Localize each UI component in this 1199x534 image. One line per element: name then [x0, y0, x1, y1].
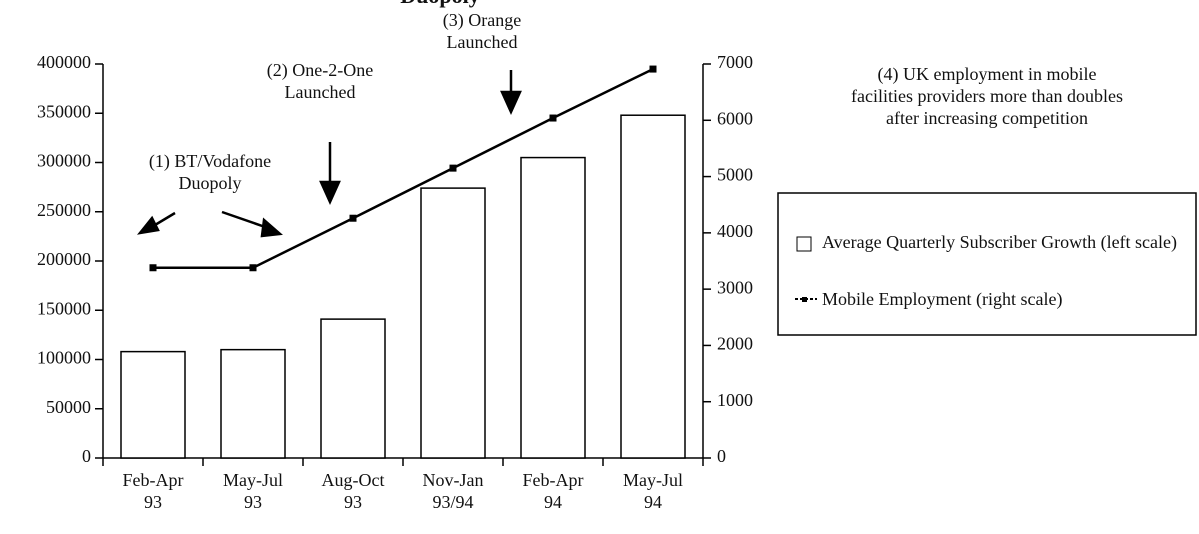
marker: [149, 264, 157, 272]
annotation: facilities providers more than doubles: [851, 86, 1123, 106]
annotation: (4) UK employment in mobile: [878, 64, 1097, 85]
y-tick-label: 400000: [37, 52, 91, 72]
x-tick-label: Feb-Apr: [523, 470, 584, 490]
annotation: Launched: [447, 32, 518, 52]
x-tick-label: 93: [144, 492, 162, 512]
legend-swatch-marker: [802, 297, 807, 302]
y2-tick-label: 5000: [717, 165, 753, 185]
y-tick-label: 250000: [37, 200, 91, 220]
y-tick-label: 200000: [37, 249, 91, 269]
y-tick-label: 150000: [37, 298, 91, 318]
x-tick-label: Feb-Apr: [123, 470, 184, 490]
x-tick-label: 94: [544, 492, 562, 512]
y2-tick-label: 2000: [717, 334, 753, 354]
marker: [349, 214, 357, 222]
y-tick-label: 350000: [37, 101, 91, 121]
bar: [220, 348, 286, 459]
y-tick-label: 100000: [37, 348, 91, 368]
y-tick-label: 0: [82, 446, 91, 466]
y2-tick-label: 1000: [717, 390, 753, 410]
y-tick-label: 300000: [37, 151, 91, 171]
x-tick-label: Nov-Jan: [423, 470, 484, 490]
annotation: (2) One-2-One: [267, 60, 373, 81]
y2-tick-label: 4000: [717, 221, 753, 241]
x-tick-label: May-Jul: [223, 470, 283, 490]
marker: [549, 114, 557, 122]
y2-tick-label: 0: [717, 446, 726, 466]
annotation: Duopoly: [179, 173, 242, 193]
legend-swatch-bar: [796, 236, 812, 252]
bar: [520, 156, 586, 459]
y-tick-label: 50000: [46, 397, 91, 417]
arrows: [136, 70, 522, 238]
line: [153, 67, 654, 270]
legend-box: [777, 192, 1197, 336]
y2-tick-label: 6000: [717, 108, 753, 128]
chart-title: Duopoly: [400, 0, 479, 8]
annotation: after increasing competition: [886, 108, 1088, 128]
bar: [320, 318, 386, 459]
legend-entry: Average Quarterly Subscriber Growth (lef…: [822, 232, 1178, 252]
x-tick-label: 93: [244, 492, 262, 512]
x-tick-label: 94: [644, 492, 662, 512]
x-tick-label: 93/94: [432, 492, 473, 512]
annotation: Launched: [285, 82, 356, 102]
y2-tick-label: 7000: [717, 52, 753, 72]
marker: [649, 65, 657, 73]
y2-tick-label: 3000: [717, 277, 753, 297]
bar: [620, 114, 686, 459]
annotation: (1) BT/Vodafone: [149, 151, 271, 172]
bar: [120, 350, 186, 459]
x-tick-label: 93: [344, 492, 362, 512]
marker: [249, 264, 257, 272]
marker: [449, 164, 457, 172]
x-tick-label: May-Jul: [623, 470, 683, 490]
annotation: (3) Orange: [443, 10, 521, 31]
x-tick-label: Aug-Oct: [322, 470, 385, 490]
bar: [420, 187, 486, 459]
legend-entry: Mobile Employment (right scale): [822, 289, 1063, 309]
